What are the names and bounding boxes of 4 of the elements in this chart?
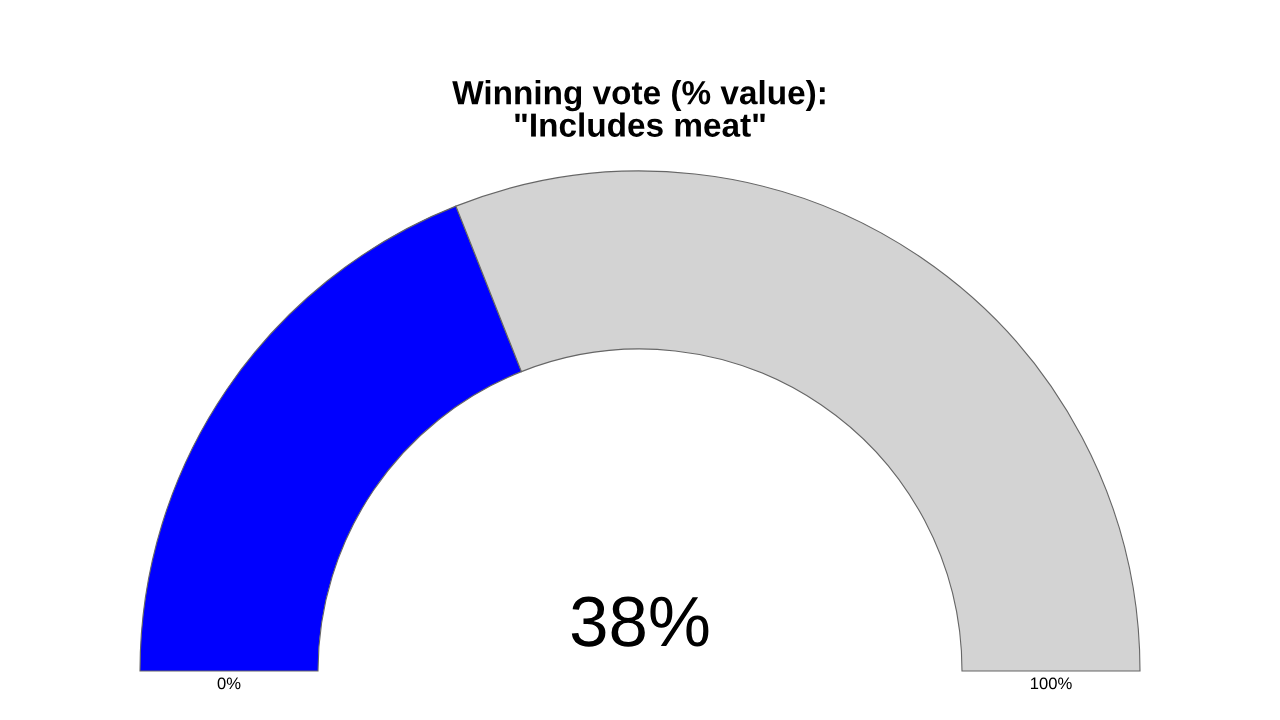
- text: 100%: [1030, 677, 1072, 690]
- text: 0%: [217, 677, 241, 690]
- text: 38%: [571, 596, 709, 647]
- chart-title: Winning vote (% value): "Includes meat": [452, 80, 825, 137]
